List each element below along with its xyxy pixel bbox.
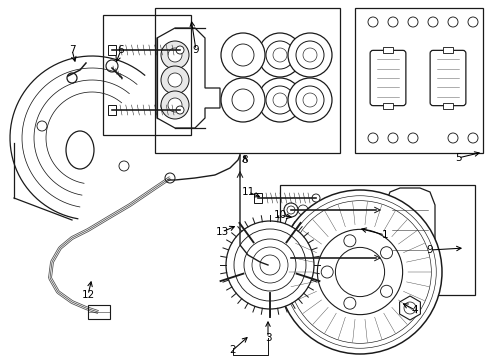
Text: 9: 9 — [193, 45, 199, 55]
Circle shape — [284, 203, 298, 217]
Circle shape — [260, 255, 280, 275]
Circle shape — [168, 73, 182, 87]
Circle shape — [312, 194, 320, 202]
Circle shape — [284, 251, 298, 265]
Circle shape — [408, 133, 418, 143]
Circle shape — [278, 190, 442, 354]
Circle shape — [161, 91, 189, 119]
Bar — [155, 8, 340, 153]
Circle shape — [408, 17, 418, 27]
Circle shape — [168, 98, 182, 112]
Polygon shape — [157, 28, 220, 128]
Bar — [108, 45, 116, 55]
Circle shape — [176, 106, 184, 114]
Text: 3: 3 — [265, 333, 271, 343]
Circle shape — [168, 48, 182, 62]
Circle shape — [318, 229, 403, 315]
Circle shape — [288, 78, 332, 122]
Circle shape — [226, 221, 314, 309]
Circle shape — [258, 33, 302, 77]
Circle shape — [388, 17, 398, 27]
Circle shape — [106, 60, 118, 72]
Bar — [355, 8, 483, 153]
Circle shape — [321, 266, 333, 278]
Polygon shape — [385, 188, 435, 272]
Text: 6: 6 — [118, 45, 124, 55]
Circle shape — [344, 235, 356, 247]
Circle shape — [368, 133, 378, 143]
Bar — [254, 193, 262, 203]
Text: 2: 2 — [230, 345, 236, 355]
FancyBboxPatch shape — [430, 50, 466, 105]
Text: 1: 1 — [382, 230, 388, 240]
Bar — [108, 105, 116, 115]
Circle shape — [335, 247, 385, 297]
Circle shape — [468, 17, 478, 27]
Circle shape — [221, 78, 265, 122]
Text: 4: 4 — [412, 305, 418, 315]
Text: 9: 9 — [427, 245, 433, 255]
Circle shape — [388, 133, 398, 143]
Circle shape — [165, 173, 175, 183]
Circle shape — [381, 285, 392, 297]
Circle shape — [448, 17, 458, 27]
Text: 12: 12 — [81, 290, 95, 300]
Ellipse shape — [66, 131, 94, 169]
Circle shape — [428, 17, 438, 27]
Circle shape — [161, 66, 189, 94]
Bar — [383, 103, 393, 109]
Circle shape — [244, 239, 296, 291]
Circle shape — [258, 78, 302, 122]
Text: 13: 13 — [216, 227, 229, 237]
Text: 8: 8 — [242, 155, 248, 165]
Circle shape — [221, 33, 265, 77]
Circle shape — [381, 247, 392, 259]
Circle shape — [468, 133, 478, 143]
Circle shape — [288, 33, 332, 77]
Bar — [383, 46, 393, 53]
Text: 10: 10 — [273, 210, 287, 220]
Circle shape — [161, 41, 189, 69]
Text: 5: 5 — [455, 153, 461, 163]
Circle shape — [368, 17, 378, 27]
Circle shape — [67, 73, 77, 83]
Bar — [443, 103, 453, 109]
Bar — [280, 185, 475, 295]
Circle shape — [176, 46, 184, 54]
Bar — [88, 305, 110, 319]
Bar — [103, 15, 191, 135]
Circle shape — [344, 297, 356, 309]
FancyBboxPatch shape — [370, 50, 406, 105]
Bar — [443, 46, 453, 53]
Text: 7: 7 — [69, 45, 75, 55]
Polygon shape — [400, 296, 420, 320]
Text: 11: 11 — [242, 187, 255, 197]
Circle shape — [448, 133, 458, 143]
